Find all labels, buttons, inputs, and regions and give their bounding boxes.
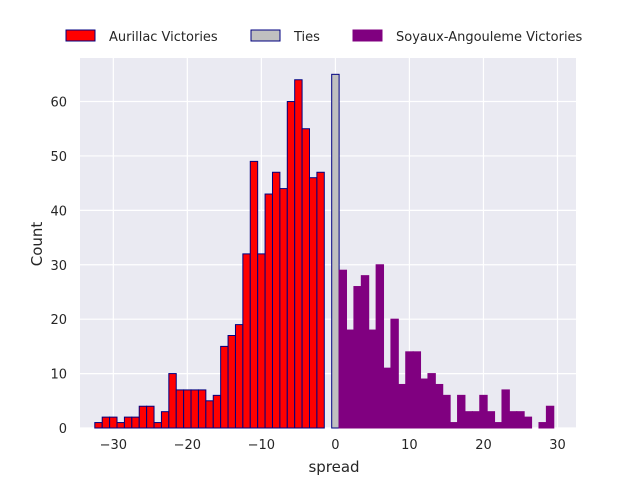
bar [138,405,148,429]
y-tick-label: 60 [50,96,67,111]
bar [264,193,273,429]
bar [308,177,318,429]
bar [175,389,185,429]
y-tick-label: 50 [50,150,67,165]
bar [516,411,525,429]
bar [390,318,399,429]
x-tick-label: −10 [248,438,275,453]
bar [368,329,377,429]
bar [457,394,466,429]
bars [94,73,555,429]
bar [501,389,510,429]
bar [383,367,392,429]
legend-label: Soyaux-Angouleme Victories [396,30,583,45]
plot-area [80,58,576,428]
legend-item: Soyaux-Angouleme Victories [352,29,583,45]
y-axis-ticks: 0 10 20 30 40 50 60 [50,96,67,437]
bar [338,269,348,429]
bar [227,335,236,429]
legend-label: Aurillac Victories [109,30,218,45]
bar [301,128,310,429]
y-tick-label: 10 [50,368,67,383]
bar [449,422,459,429]
bar [420,378,429,429]
bar [286,101,296,429]
bar [434,383,444,429]
bar [257,253,266,429]
bar [109,416,118,429]
bar [271,171,281,429]
bar [160,411,170,429]
bar [360,275,370,429]
bar [94,422,103,429]
bar [153,422,162,429]
bar [464,411,473,429]
bar [101,416,111,429]
bar [538,422,547,429]
legend-swatch [65,29,96,42]
x-axis-ticks: −30 −20 −10 0 10 20 30 [100,438,566,453]
x-tick-label: 20 [475,438,492,453]
legend-label: Ties [293,30,320,45]
bar [168,373,177,429]
bar [375,264,385,429]
bar [471,411,481,429]
x-tick-label: 10 [401,438,418,453]
legend-swatch [352,29,383,42]
legend-item: Ties [250,29,320,45]
bar [331,73,340,429]
bar [412,351,422,429]
bar [116,422,125,429]
bar [427,373,436,429]
bar [353,286,362,429]
bar [131,416,140,429]
y-axis-label: Count [28,222,46,267]
bar [294,79,303,429]
bar [397,383,407,429]
x-tick-label: −20 [174,438,201,453]
y-tick-label: 40 [50,204,67,219]
legend-item: Aurillac Victories [65,29,218,45]
bar [249,160,259,429]
bar [183,389,192,429]
bar [212,394,222,429]
x-tick-label: −30 [100,438,127,453]
bar [316,171,325,429]
y-tick-label: 20 [50,313,67,328]
bar [242,253,251,429]
bar [508,411,518,429]
bar [205,400,214,429]
bar [405,351,414,429]
y-tick-label: 30 [50,259,67,274]
bar [494,422,503,429]
bar [479,394,488,429]
bar [234,324,244,429]
bar [123,416,133,429]
legend-swatch [250,29,281,42]
bar [146,405,155,429]
x-axis-label: spread [308,458,359,476]
x-tick-label: 0 [331,438,339,453]
bar [442,394,451,429]
bar [279,188,288,429]
bar [545,405,555,429]
bar [190,389,199,429]
bar [346,329,355,429]
bar [220,345,229,429]
bar [523,416,533,429]
y-tick-label: 0 [59,422,67,437]
x-tick-label: 30 [549,438,566,453]
bar [486,411,496,429]
legend: Aurillac Victories Ties Soyaux-Angouleme V… [65,29,583,45]
bar [197,389,207,429]
